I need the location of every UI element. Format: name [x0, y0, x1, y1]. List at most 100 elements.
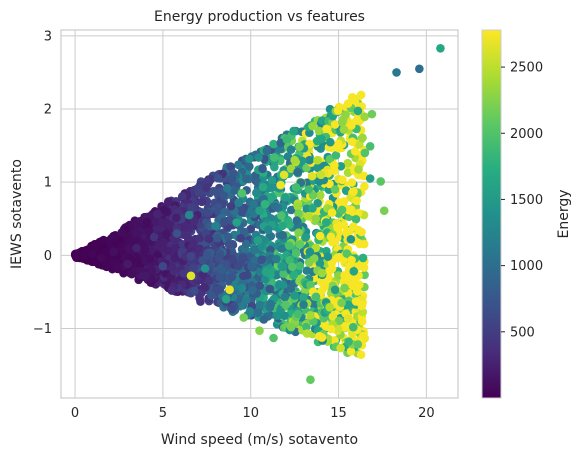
scatter-point	[349, 187, 358, 196]
scatter-point	[315, 259, 325, 268]
scatter-point	[286, 284, 296, 294]
scatter-point	[307, 171, 317, 181]
scatter-point	[239, 313, 248, 322]
colorbar-ticks: 500 1000 1500 2000 2500	[501, 61, 543, 340]
scatter-point	[346, 234, 356, 244]
scatter-point	[350, 147, 360, 156]
scatter-point	[295, 142, 304, 152]
scatter-point	[242, 174, 251, 184]
scatter-point	[349, 267, 359, 276]
scatter-point	[360, 182, 369, 191]
scatter-point	[186, 251, 196, 261]
y-tick-label: 2	[44, 103, 52, 118]
scatter-point	[338, 118, 347, 127]
scatter-point	[334, 143, 344, 153]
scatter-point	[236, 233, 245, 243]
scatter-point	[353, 340, 363, 349]
scatter-point	[244, 154, 254, 164]
scatter-point	[343, 99, 353, 108]
scatter-point	[237, 188, 247, 198]
scatter-point	[213, 233, 222, 243]
scatter-point	[340, 323, 350, 332]
scatter-point	[321, 218, 331, 227]
scatter-point	[269, 139, 278, 149]
scatter-point	[153, 209, 162, 219]
scatter-point	[257, 255, 266, 264]
scatter-point	[282, 135, 292, 145]
scatter-point	[194, 187, 203, 197]
scatter-point	[306, 311, 315, 320]
scatter-point	[286, 205, 296, 215]
scatter-point	[338, 175, 347, 185]
scatter-point	[314, 126, 324, 136]
scatter-point	[285, 255, 294, 265]
scatter-point	[305, 247, 315, 257]
scatter-point	[343, 314, 353, 323]
x-tick-label: 10	[242, 406, 259, 421]
scatter-point	[347, 137, 357, 147]
scatter-point	[239, 227, 249, 237]
scatter-point	[124, 244, 133, 253]
scatter-point	[184, 210, 194, 220]
scatter-point	[292, 216, 302, 225]
colorbar-tick-label: 1000	[510, 259, 543, 274]
scatter-point	[158, 218, 167, 228]
scatter-point	[189, 263, 199, 273]
scatter-point	[360, 148, 370, 158]
scatter-point	[270, 162, 279, 172]
scatter-point	[149, 232, 159, 242]
scatter-point	[276, 144, 285, 154]
scatter-point	[88, 257, 98, 267]
scatter-point	[320, 283, 329, 292]
scatter-point	[74, 248, 83, 258]
scatter-point	[287, 262, 297, 272]
scatter-point	[326, 324, 336, 334]
scatter-point	[213, 173, 223, 183]
y-tick-label: −1	[33, 322, 52, 337]
scatter-point	[347, 255, 356, 265]
scatter-point	[190, 216, 199, 226]
scatter-point	[259, 315, 269, 324]
scatter-point	[217, 266, 226, 275]
scatter-point	[254, 153, 263, 162]
scatter-point	[227, 272, 237, 282]
scatter-point	[315, 231, 325, 241]
scatter-point	[215, 272, 225, 282]
scatter-point	[219, 190, 228, 200]
x-axis-label: Wind speed (m/s) sotavento	[161, 432, 358, 448]
scatter-point	[315, 176, 324, 186]
scatter-point	[294, 228, 303, 237]
scatter-point	[331, 151, 341, 160]
scatter-point	[344, 337, 353, 346]
scatter-point	[330, 285, 340, 295]
scatter-point	[189, 238, 198, 248]
colorbar-label: Energy	[556, 189, 572, 238]
scatter-point	[163, 246, 172, 256]
scatter-point	[261, 267, 271, 277]
scatter-point	[246, 224, 256, 234]
scatter-point	[342, 249, 352, 258]
scatter-point	[304, 185, 313, 194]
scatter-point	[220, 217, 229, 227]
x-tick-label: 15	[330, 406, 347, 421]
x-tick-label: 20	[418, 406, 435, 421]
scatter-point	[237, 283, 247, 293]
scatter-point	[202, 250, 212, 260]
scatter-point	[347, 178, 357, 187]
scatter-point	[415, 64, 424, 74]
scatter-point	[195, 233, 205, 243]
scatter-point	[233, 261, 243, 271]
scatter-point	[346, 346, 356, 356]
scatter-point	[284, 241, 294, 250]
scatter-point	[328, 312, 338, 321]
scatter-point	[347, 92, 357, 102]
scatter-point	[343, 158, 353, 168]
scatter-point	[392, 68, 401, 77]
scatter-point	[227, 174, 237, 184]
scatter-point	[228, 255, 237, 264]
scatter-point	[313, 155, 322, 165]
scatter-point	[316, 134, 326, 144]
y-tick-label: 3	[44, 29, 52, 44]
scatter-point	[238, 252, 248, 262]
scatter-point	[352, 115, 362, 125]
